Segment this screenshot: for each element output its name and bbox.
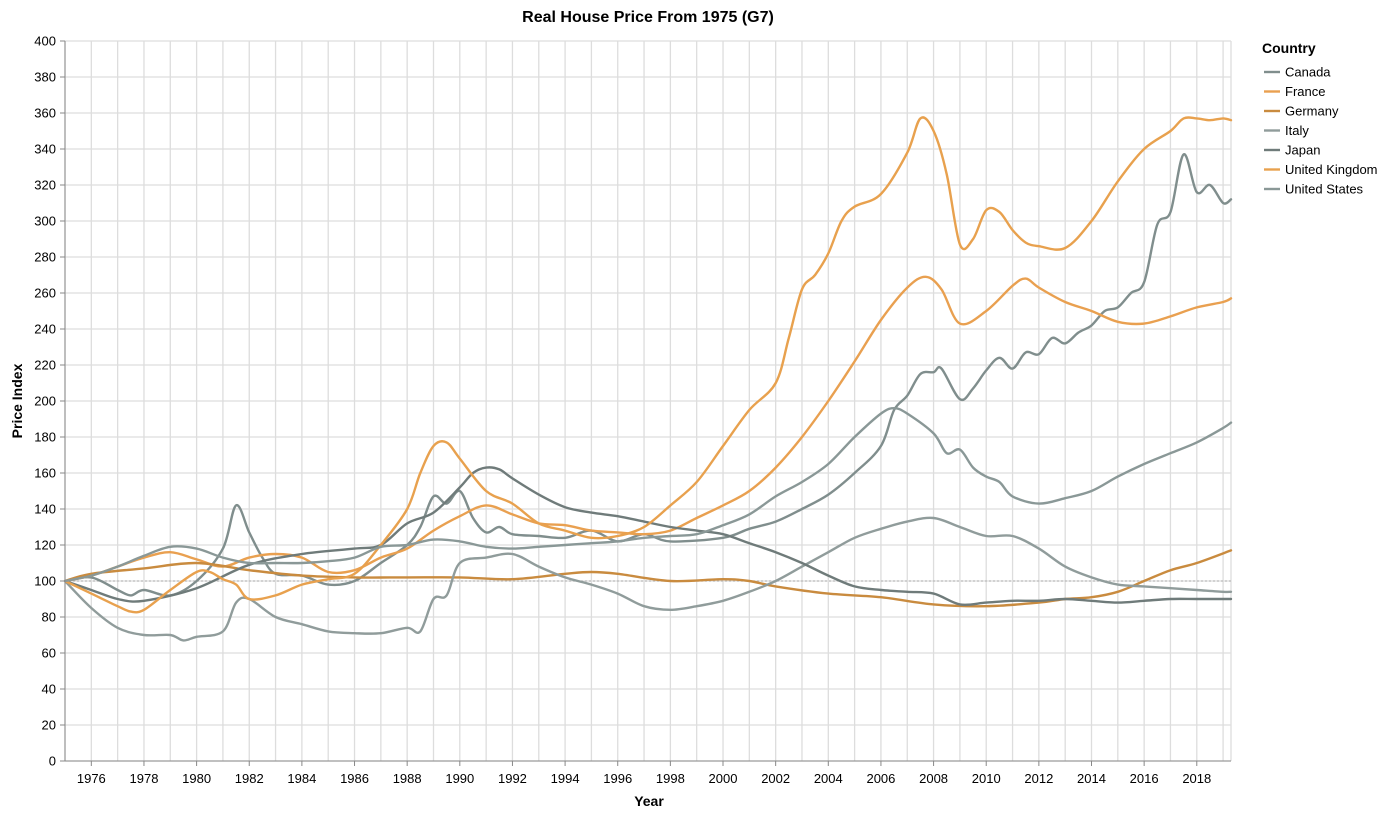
series-line-united-states: [63, 407, 1233, 583]
y-tick-label: 260: [34, 286, 56, 301]
y-tick-label: 80: [42, 610, 56, 625]
grid: [64, 40, 1232, 762]
y-axis-title: Price Index: [9, 363, 25, 438]
y-tick-label: 300: [34, 214, 56, 229]
x-tick-label: 1984: [287, 771, 316, 786]
series-line-japan: [63, 466, 1233, 607]
x-tick-label: 2006: [866, 771, 895, 786]
y-tick-label: 40: [42, 682, 56, 697]
y-tick-label: 180: [34, 430, 56, 445]
y-tick-label: 200: [34, 394, 56, 409]
legend-label-italy: Italy: [1285, 123, 1309, 138]
series-line-france: [63, 275, 1233, 583]
x-tick-label: 2018: [1182, 771, 1211, 786]
y-tick-label: 60: [42, 646, 56, 661]
y-tick-label: 140: [34, 502, 56, 517]
x-tick-label: 1998: [656, 771, 685, 786]
x-tick-label: 1992: [498, 771, 527, 786]
x-tick-label: 1976: [77, 771, 106, 786]
x-tick-label: 1978: [130, 771, 159, 786]
y-tick-label: 20: [42, 718, 56, 733]
legend: Country Canada France Germany Italy Japan Uni…: [1262, 40, 1378, 197]
series-layer: [63, 116, 1233, 642]
axes: 0 20 40 60 80 100 120 140 160 180 200 220 240 260 280 3…: [34, 34, 1231, 786]
legend-label-japan: Japan: [1285, 143, 1320, 158]
legend-title: Country: [1262, 40, 1316, 56]
series-line-italy: [63, 516, 1233, 642]
x-tick-label: 2010: [972, 771, 1001, 786]
x-tick-label: 2012: [1024, 771, 1053, 786]
y-tick-label: 380: [34, 70, 56, 85]
y-tick-label: 120: [34, 538, 56, 553]
x-tick-label: 2004: [814, 771, 843, 786]
y-tick-label: 320: [34, 178, 56, 193]
x-tick-label: 1982: [235, 771, 264, 786]
x-tick-label: 1986: [340, 771, 369, 786]
x-tick-label: 2008: [919, 771, 948, 786]
y-tick-label: 160: [34, 466, 56, 481]
series-line-canada: [63, 153, 1233, 597]
legend-label-canada: Canada: [1285, 65, 1331, 80]
x-tick-label: 2002: [761, 771, 790, 786]
y-tick-label: 400: [34, 34, 56, 49]
series-line-united-kingdom: [63, 116, 1233, 614]
legend-label-united-states: United States: [1285, 182, 1364, 197]
legend-label-united-kingdom: United Kingdom: [1285, 162, 1378, 177]
x-axis-title: Year: [634, 793, 664, 809]
y-tick-label: 240: [34, 322, 56, 337]
legend-label-germany: Germany: [1285, 104, 1339, 119]
x-tick-label: 2000: [709, 771, 738, 786]
x-tick-label: 1980: [182, 771, 211, 786]
y-tick-label: 340: [34, 142, 56, 157]
y-tick-label: 0: [49, 754, 56, 769]
x-tick-label: 1988: [393, 771, 422, 786]
y-tick-label: 280: [34, 250, 56, 265]
y-tick-label: 100: [34, 574, 56, 589]
legend-label-france: France: [1285, 84, 1325, 99]
x-tick-label: 2016: [1130, 771, 1159, 786]
series-line-germany: [63, 549, 1233, 608]
x-tick-label: 1990: [445, 771, 474, 786]
x-tick-label: 2014: [1077, 771, 1106, 786]
x-tick-label: 1994: [551, 771, 580, 786]
y-tick-label: 360: [34, 106, 56, 121]
y-tick-label: 220: [34, 358, 56, 373]
x-tick-label: 1996: [603, 771, 632, 786]
chart-title: Real House Price From 1975 (G7): [522, 9, 774, 26]
